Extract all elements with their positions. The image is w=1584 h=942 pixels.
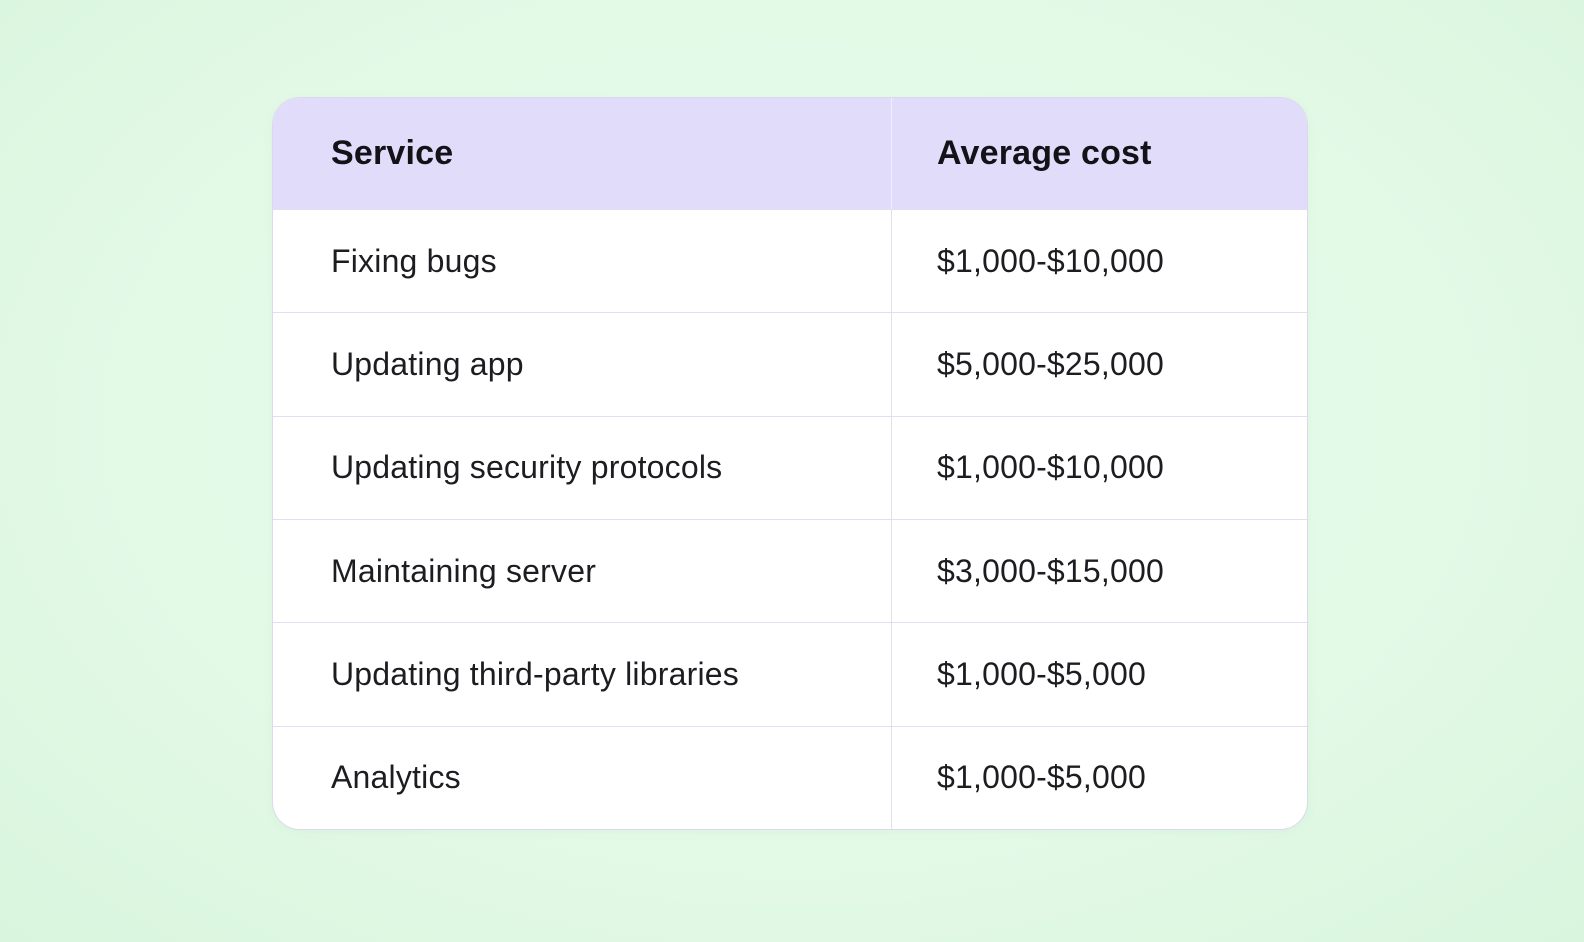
table-row: Updating app $5,000-$25,000 — [273, 312, 1307, 416]
cost-cell: $1,000-$10,000 — [891, 416, 1307, 519]
cost-cell: $1,000-$5,000 — [891, 623, 1307, 726]
table-row: Fixing bugs $1,000-$10,000 — [273, 209, 1307, 313]
service-cell: Analytics — [331, 759, 461, 796]
table-row: Updating third-party libraries $1,000-$5… — [273, 622, 1307, 726]
table-header-row: Service Average cost — [273, 98, 1307, 209]
service-cell: Maintaining server — [331, 552, 597, 589]
table-row: Maintaining server $3,000-$15,000 — [273, 518, 1307, 623]
cost-cell: $5,000-$25,000 — [891, 313, 1307, 416]
service-cell: Fixing bugs — [331, 242, 497, 279]
service-cell: Updating app — [331, 345, 524, 382]
cost-cell: $1,000-$10,000 — [891, 210, 1307, 313]
pricing-table-card: Service Average cost Fixing bugs $1,000-… — [272, 97, 1308, 830]
table-row: Updating security protocols $1,000-$10,0… — [273, 415, 1307, 519]
cost-cell: $3,000-$15,000 — [891, 519, 1307, 623]
service-cell: Updating security protocols — [331, 449, 723, 486]
column-header-service: Service — [331, 134, 454, 172]
column-header-average-cost: Average cost — [891, 98, 1307, 209]
cost-cell: $1,000-$5,000 — [891, 726, 1307, 829]
service-cell: Updating third-party libraries — [331, 655, 739, 692]
table-row: Analytics $1,000-$5,000 — [273, 725, 1307, 829]
